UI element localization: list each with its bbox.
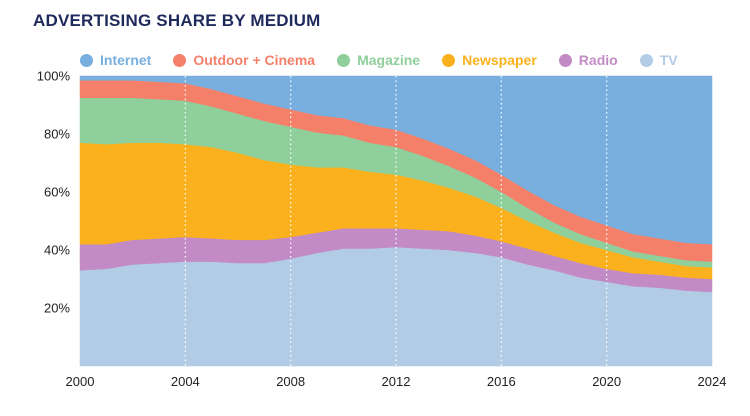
legend-item-internet: Internet: [80, 52, 151, 68]
y-tick-label: 80%: [44, 127, 70, 142]
x-tick-label: 2012: [382, 374, 411, 389]
x-tick-label: 2016: [487, 374, 516, 389]
y-axis-ticks: 20% 40% 60% 80% 100%: [37, 69, 71, 316]
legend-swatch-internet: [80, 53, 93, 67]
x-tick-label: 2000: [66, 374, 95, 389]
x-tick-label: 2008: [276, 374, 305, 389]
y-tick-label: 40%: [44, 243, 70, 258]
y-tick-label: 60%: [44, 185, 70, 200]
legend-item-radio: Radio: [558, 52, 618, 68]
chart-title: ADVERTISING SHARE BY MEDIUM: [33, 11, 321, 30]
area-internet: [79, 75, 713, 245]
legend-item-tv: TV: [639, 52, 678, 68]
legend-swatch-newspaper: [442, 53, 456, 67]
gridlines: [184, 76, 608, 366]
legend-label-tv: TV: [659, 52, 678, 68]
legend-label-newspaper: Newspaper: [462, 52, 537, 68]
x-tick-label: 2024: [698, 374, 727, 389]
legend-label-magazine: Magazine: [357, 52, 421, 68]
y-tick-label: 20%: [44, 301, 70, 316]
legend-swatch-magazine: [337, 53, 351, 67]
x-tick-label: 2004: [171, 374, 200, 389]
legend-label-outdoor-cinema: Outdoor + Cinema: [193, 52, 316, 68]
x-tick-label: 2020: [592, 374, 621, 389]
x-axis-ticks: 2000 2004 2008 2012 2016 2020 2024: [66, 374, 727, 389]
legend-swatch-tv: [639, 53, 653, 67]
legend-item-newspaper: Newspaper: [442, 52, 537, 68]
legend-swatch-radio: [558, 53, 572, 67]
legend: Internet Outdoor + Cinema Magazine Newspape…: [80, 52, 678, 68]
legend-item-magazine: Magazine: [337, 52, 420, 68]
legend-label-internet: Internet: [100, 52, 152, 68]
legend-item-outdoor-cinema: Outdoor + Cinema: [173, 52, 315, 68]
y-tick-label: 100%: [37, 69, 71, 84]
legend-swatch-outdoor-cinema: [173, 53, 187, 67]
legend-label-radio: Radio: [578, 52, 618, 68]
